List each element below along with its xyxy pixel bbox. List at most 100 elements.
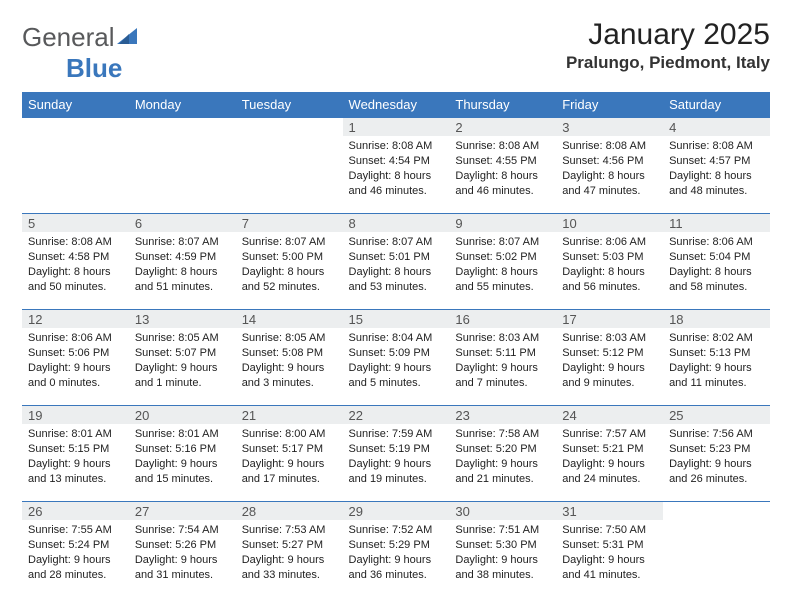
logo-text-gray: General xyxy=(22,22,115,52)
day-number: 13 xyxy=(129,310,236,328)
day-number: 2 xyxy=(449,118,556,136)
calendar-cell: 29Sunrise: 7:52 AMSunset: 5:29 PMDayligh… xyxy=(343,502,450,598)
day-data: Sunrise: 7:58 AMSunset: 5:20 PMDaylight:… xyxy=(449,424,556,490)
day-number: 27 xyxy=(129,502,236,520)
calendar-cell: 28Sunrise: 7:53 AMSunset: 5:27 PMDayligh… xyxy=(236,502,343,598)
day-data: Sunrise: 8:08 AMSunset: 4:54 PMDaylight:… xyxy=(343,136,450,202)
weekday-header: Sunday xyxy=(22,92,129,118)
calendar-cell: 1Sunrise: 8:08 AMSunset: 4:54 PMDaylight… xyxy=(343,118,450,214)
day-number: 31 xyxy=(556,502,663,520)
day-data: Sunrise: 8:06 AMSunset: 5:03 PMDaylight:… xyxy=(556,232,663,298)
calendar-cell: 23Sunrise: 7:58 AMSunset: 5:20 PMDayligh… xyxy=(449,406,556,502)
calendar-week-row: 1Sunrise: 8:08 AMSunset: 4:54 PMDaylight… xyxy=(22,118,770,214)
calendar-cell: 19Sunrise: 8:01 AMSunset: 5:15 PMDayligh… xyxy=(22,406,129,502)
day-number xyxy=(22,118,129,136)
day-data: Sunrise: 8:07 AMSunset: 5:00 PMDaylight:… xyxy=(236,232,343,298)
logo-text-blue: Blue xyxy=(66,53,122,83)
day-data: Sunrise: 8:02 AMSunset: 5:13 PMDaylight:… xyxy=(663,328,770,394)
day-number: 19 xyxy=(22,406,129,424)
day-number xyxy=(236,118,343,136)
calendar-cell: 15Sunrise: 8:04 AMSunset: 5:09 PMDayligh… xyxy=(343,310,450,406)
calendar-cell: 3Sunrise: 8:08 AMSunset: 4:56 PMDaylight… xyxy=(556,118,663,214)
day-data: Sunrise: 7:51 AMSunset: 5:30 PMDaylight:… xyxy=(449,520,556,586)
location: Pralungo, Piedmont, Italy xyxy=(566,53,770,73)
weekday-header: Thursday xyxy=(449,92,556,118)
day-number: 3 xyxy=(556,118,663,136)
header: General Blue January 2025 Pralungo, Pied… xyxy=(22,18,770,84)
calendar-table: SundayMondayTuesdayWednesdayThursdayFrid… xyxy=(22,92,770,598)
calendar-cell: 20Sunrise: 8:01 AMSunset: 5:16 PMDayligh… xyxy=(129,406,236,502)
day-data: Sunrise: 8:07 AMSunset: 5:02 PMDaylight:… xyxy=(449,232,556,298)
day-data: Sunrise: 7:55 AMSunset: 5:24 PMDaylight:… xyxy=(22,520,129,586)
day-number: 22 xyxy=(343,406,450,424)
calendar-cell: 22Sunrise: 7:59 AMSunset: 5:19 PMDayligh… xyxy=(343,406,450,502)
calendar-cell: 6Sunrise: 8:07 AMSunset: 4:59 PMDaylight… xyxy=(129,214,236,310)
day-data: Sunrise: 8:06 AMSunset: 5:06 PMDaylight:… xyxy=(22,328,129,394)
day-number xyxy=(129,118,236,136)
day-number: 8 xyxy=(343,214,450,232)
day-number: 10 xyxy=(556,214,663,232)
calendar-week-row: 26Sunrise: 7:55 AMSunset: 5:24 PMDayligh… xyxy=(22,502,770,598)
calendar-cell: 8Sunrise: 8:07 AMSunset: 5:01 PMDaylight… xyxy=(343,214,450,310)
day-number: 14 xyxy=(236,310,343,328)
day-number: 5 xyxy=(22,214,129,232)
day-data: Sunrise: 8:05 AMSunset: 5:08 PMDaylight:… xyxy=(236,328,343,394)
day-data: Sunrise: 8:01 AMSunset: 5:16 PMDaylight:… xyxy=(129,424,236,490)
calendar-cell: 13Sunrise: 8:05 AMSunset: 5:07 PMDayligh… xyxy=(129,310,236,406)
day-number: 21 xyxy=(236,406,343,424)
day-number: 9 xyxy=(449,214,556,232)
day-number: 11 xyxy=(663,214,770,232)
calendar-cell: 10Sunrise: 8:06 AMSunset: 5:03 PMDayligh… xyxy=(556,214,663,310)
weekday-header: Tuesday xyxy=(236,92,343,118)
day-data: Sunrise: 7:54 AMSunset: 5:26 PMDaylight:… xyxy=(129,520,236,586)
calendar-cell: 9Sunrise: 8:07 AMSunset: 5:02 PMDaylight… xyxy=(449,214,556,310)
calendar-cell: 11Sunrise: 8:06 AMSunset: 5:04 PMDayligh… xyxy=(663,214,770,310)
weekday-header: Friday xyxy=(556,92,663,118)
calendar-cell: 26Sunrise: 7:55 AMSunset: 5:24 PMDayligh… xyxy=(22,502,129,598)
day-data: Sunrise: 8:04 AMSunset: 5:09 PMDaylight:… xyxy=(343,328,450,394)
day-number: 23 xyxy=(449,406,556,424)
day-data: Sunrise: 8:01 AMSunset: 5:15 PMDaylight:… xyxy=(22,424,129,490)
day-data: Sunrise: 8:08 AMSunset: 4:57 PMDaylight:… xyxy=(663,136,770,202)
calendar-cell: 4Sunrise: 8:08 AMSunset: 4:57 PMDaylight… xyxy=(663,118,770,214)
calendar-cell xyxy=(129,118,236,214)
logo: General Blue xyxy=(22,18,139,84)
day-data: Sunrise: 8:08 AMSunset: 4:56 PMDaylight:… xyxy=(556,136,663,202)
day-number: 18 xyxy=(663,310,770,328)
day-data: Sunrise: 8:07 AMSunset: 5:01 PMDaylight:… xyxy=(343,232,450,298)
calendar-cell: 21Sunrise: 8:00 AMSunset: 5:17 PMDayligh… xyxy=(236,406,343,502)
day-number: 25 xyxy=(663,406,770,424)
day-number: 26 xyxy=(22,502,129,520)
weekday-header: Saturday xyxy=(663,92,770,118)
calendar-cell xyxy=(22,118,129,214)
day-number: 17 xyxy=(556,310,663,328)
calendar-cell xyxy=(236,118,343,214)
calendar-cell: 7Sunrise: 8:07 AMSunset: 5:00 PMDaylight… xyxy=(236,214,343,310)
day-data: Sunrise: 8:06 AMSunset: 5:04 PMDaylight:… xyxy=(663,232,770,298)
day-number: 24 xyxy=(556,406,663,424)
calendar-cell: 30Sunrise: 7:51 AMSunset: 5:30 PMDayligh… xyxy=(449,502,556,598)
calendar-week-row: 19Sunrise: 8:01 AMSunset: 5:15 PMDayligh… xyxy=(22,406,770,502)
day-number: 15 xyxy=(343,310,450,328)
day-data: Sunrise: 8:07 AMSunset: 4:59 PMDaylight:… xyxy=(129,232,236,298)
calendar-body: 1Sunrise: 8:08 AMSunset: 4:54 PMDaylight… xyxy=(22,118,770,598)
calendar-cell: 16Sunrise: 8:03 AMSunset: 5:11 PMDayligh… xyxy=(449,310,556,406)
calendar-cell: 17Sunrise: 8:03 AMSunset: 5:12 PMDayligh… xyxy=(556,310,663,406)
day-data: Sunrise: 7:59 AMSunset: 5:19 PMDaylight:… xyxy=(343,424,450,490)
calendar-week-row: 12Sunrise: 8:06 AMSunset: 5:06 PMDayligh… xyxy=(22,310,770,406)
weekday-header: Monday xyxy=(129,92,236,118)
day-data: Sunrise: 8:03 AMSunset: 5:12 PMDaylight:… xyxy=(556,328,663,394)
day-number: 1 xyxy=(343,118,450,136)
day-data: Sunrise: 8:05 AMSunset: 5:07 PMDaylight:… xyxy=(129,328,236,394)
calendar-week-row: 5Sunrise: 8:08 AMSunset: 4:58 PMDaylight… xyxy=(22,214,770,310)
calendar-cell: 18Sunrise: 8:02 AMSunset: 5:13 PMDayligh… xyxy=(663,310,770,406)
calendar-cell: 25Sunrise: 7:56 AMSunset: 5:23 PMDayligh… xyxy=(663,406,770,502)
day-data: Sunrise: 7:52 AMSunset: 5:29 PMDaylight:… xyxy=(343,520,450,586)
calendar-cell: 2Sunrise: 8:08 AMSunset: 4:55 PMDaylight… xyxy=(449,118,556,214)
month-title: January 2025 xyxy=(566,18,770,51)
day-number: 6 xyxy=(129,214,236,232)
calendar-cell: 14Sunrise: 8:05 AMSunset: 5:08 PMDayligh… xyxy=(236,310,343,406)
calendar-cell: 24Sunrise: 7:57 AMSunset: 5:21 PMDayligh… xyxy=(556,406,663,502)
day-data: Sunrise: 8:08 AMSunset: 4:58 PMDaylight:… xyxy=(22,232,129,298)
day-number: 30 xyxy=(449,502,556,520)
